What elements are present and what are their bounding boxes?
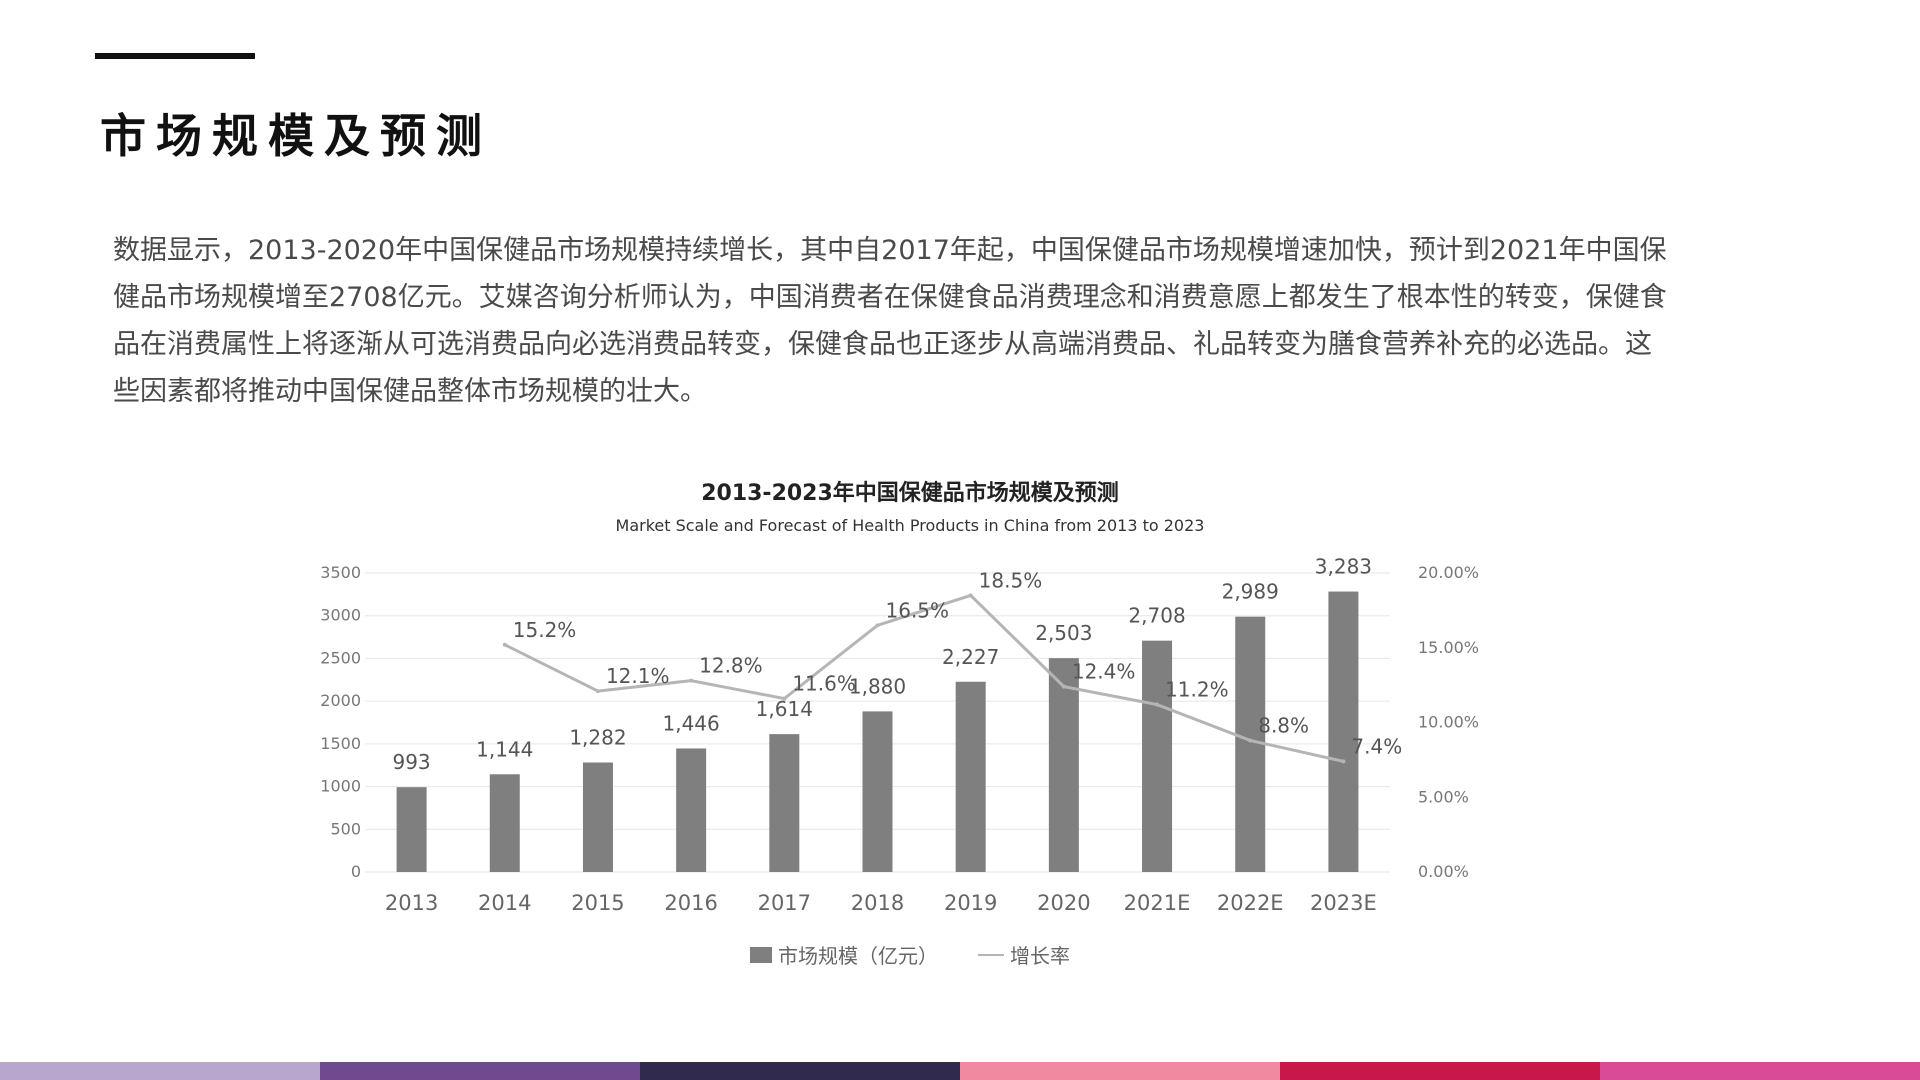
y-left-tick-label: 1000 [320,777,361,796]
x-tick-label: 2022E [1217,891,1284,915]
bar-value-label: 3,283 [1315,555,1372,579]
growth-rate-point [1061,684,1066,689]
bar [582,762,613,872]
legend-line-swatch [978,953,1004,956]
bar-value-label: 2,989 [1222,580,1279,604]
y-right-tick-label: 20.00% [1418,563,1479,582]
legend-bar-swatch [750,946,772,963]
bar [1142,640,1173,872]
bar-value-label: 2,708 [1128,604,1185,628]
growth-rate-label: 11.2% [1165,678,1229,702]
bar-value-label: 1,282 [569,725,626,749]
growth-rate-label: 8.8% [1258,713,1309,737]
growth-rate-point [502,642,507,647]
bar [769,734,800,872]
footer-segment [960,1062,1280,1080]
footer-color-bar [0,1062,1920,1080]
bar-value-label: 1,614 [756,697,813,721]
growth-rate-label: 12.1% [606,664,670,688]
y-left-tick-label: 3500 [320,563,361,582]
growth-rate-label: 16.5% [886,598,950,622]
bar-value-label: 2,503 [1035,621,1092,645]
footer-segment [1600,1062,1920,1080]
x-tick-label: 2013 [385,891,438,915]
y-left-tick-label: 2500 [320,648,361,667]
x-tick-label: 2021E [1124,891,1191,915]
bar-value-label: 2,227 [942,645,999,669]
growth-rate-label: 15.2% [513,618,577,642]
footer-segment [1280,1062,1600,1080]
bar [1235,616,1266,872]
bar [489,774,520,872]
growth-rate-point [1341,759,1346,764]
bar-value-label: 993 [392,750,430,774]
bar [955,681,986,872]
y-left-tick-label: 2000 [320,691,361,710]
growth-rate-point [782,696,787,701]
bar [676,748,707,872]
y-right-tick-label: 5.00% [1418,787,1469,806]
y-left-tick-label: 500 [330,819,361,838]
growth-rate-point [1248,738,1253,743]
legend-item-line: 增长率 [978,940,1070,969]
chart-subtitle: Market Scale and Forecast of Health Prod… [615,516,1205,535]
bar [396,787,427,872]
x-tick-label: 2015 [571,891,624,915]
page-title: 市场规模及预测 [100,109,492,163]
growth-rate-label: 11.6% [792,672,856,696]
chart-legend: 市场规模（亿元） 增长率 [280,940,1540,969]
title-accent-rule [95,53,255,59]
growth-rate-point [968,593,973,598]
footer-segment [640,1062,960,1080]
y-left-tick-label: 0 [351,862,361,881]
bar [862,711,893,872]
bar-value-label: 1,446 [663,711,720,735]
body-paragraph: 数据显示，2013-2020年中国保健品市场规模持续增长，其中自2017年起，中… [113,235,1667,407]
x-tick-label: 2017 [758,891,811,915]
y-right-tick-label: 10.00% [1418,713,1479,732]
legend-line-label: 增长率 [1010,944,1070,968]
growth-rate-point [1155,702,1160,707]
bar [1048,658,1079,872]
x-tick-label: 2019 [944,891,997,915]
y-left-tick-label: 1500 [320,734,361,753]
x-tick-label: 2014 [478,891,531,915]
legend-item-bar: 市场规模（亿元） [750,940,938,969]
bar [1328,591,1359,872]
x-tick-label: 2020 [1037,891,1090,915]
y-right-tick-label: 0.00% [1418,862,1469,881]
chart-container: 0 500 1000 1500 2000 2500 3000 3500 0.00% 5.00% 10… [280,430,1540,990]
bar-value-label: 1,880 [849,674,906,698]
growth-rate-point [689,678,694,683]
growth-rate-label: 12.8% [699,654,763,678]
growth-rate-label: 12.4% [1072,660,1136,684]
legend-bar-label: 市场规模（亿元） [778,944,938,968]
growth-rate-label: 18.5% [979,568,1043,592]
growth-rate-point [875,623,880,628]
y-right-tick-label: 15.00% [1418,638,1479,657]
x-tick-label: 2023E [1310,891,1377,915]
growth-rate-point [595,689,600,694]
footer-segment [0,1062,320,1080]
growth-rate-label: 7.4% [1351,734,1402,758]
y-left-tick-label: 3000 [320,606,361,625]
growth-rate-line [504,593,1344,763]
x-tick-label: 2018 [851,891,904,915]
bar-value-label: 1,144 [476,737,533,761]
market-scale-chart: 0 500 1000 1500 2000 2500 3000 3500 0.00% 5.00% 10… [320,555,1479,915]
footer-segment [320,1062,640,1080]
chart-title: 2013-2023年中国保健品市场规模及预测 [701,481,1119,506]
x-tick-label: 2016 [664,891,717,915]
